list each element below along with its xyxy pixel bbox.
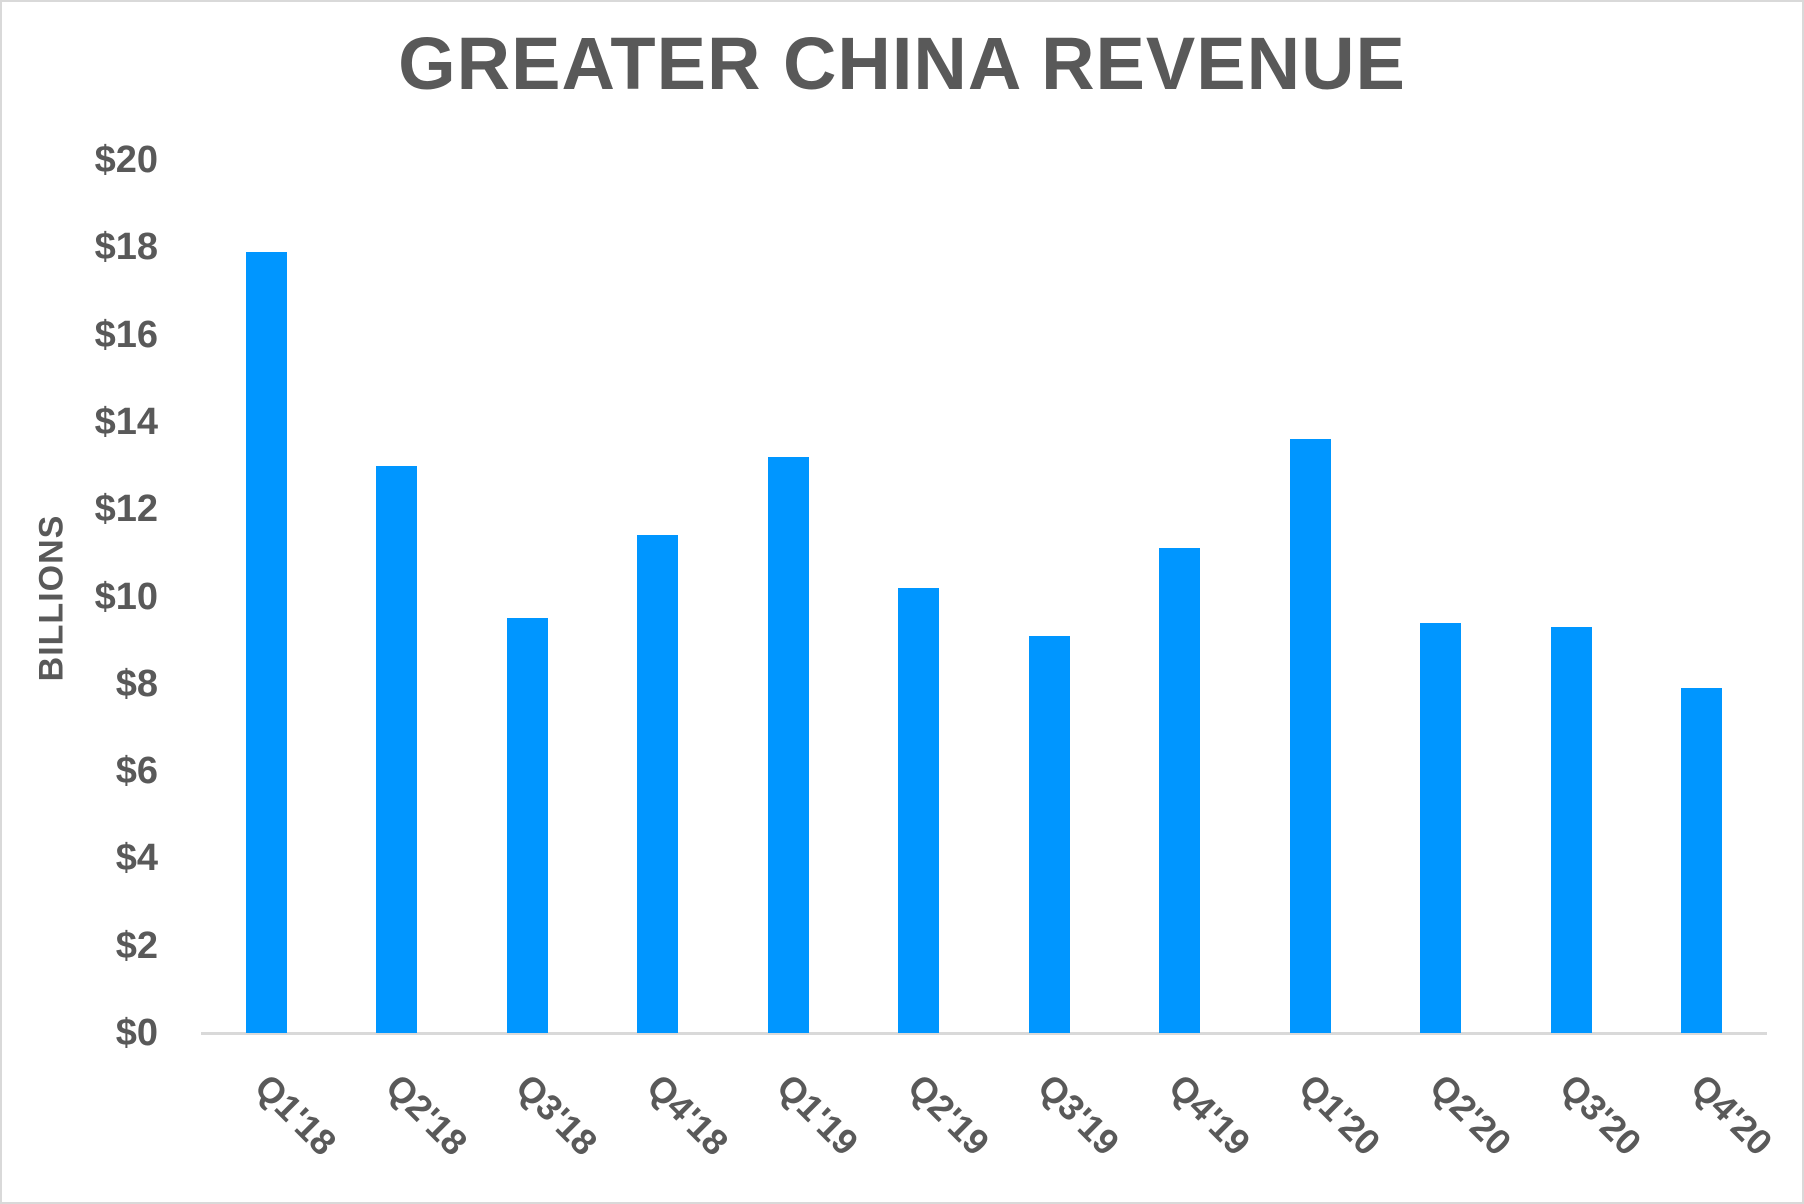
- y-tick-label: $16: [94, 313, 158, 356]
- y-tick-label: $2: [115, 924, 158, 967]
- bar: [245, 251, 287, 1033]
- y-tick-label: $14: [94, 400, 158, 443]
- y-tick-label: $10: [94, 575, 158, 618]
- bar: [1028, 635, 1070, 1033]
- bar: [1159, 548, 1201, 1033]
- y-axis-label: BILLIONS: [32, 514, 71, 682]
- y-tick-label: $0: [115, 1012, 158, 1054]
- y-tick-label: $4: [115, 837, 158, 880]
- y-tick-label: $8: [115, 662, 158, 705]
- bar: [767, 456, 809, 1033]
- y-tick-label: $20: [94, 139, 158, 181]
- bar: [637, 535, 679, 1033]
- bar: [1289, 439, 1331, 1033]
- y-tick-label: $12: [94, 488, 158, 531]
- chart-title: GREATER CHINA REVENUE: [398, 22, 1406, 105]
- y-tick-label: $18: [94, 226, 158, 269]
- bar: [506, 618, 548, 1033]
- bar: [376, 465, 418, 1033]
- bar: [1550, 627, 1592, 1033]
- bar: [1681, 688, 1723, 1033]
- bar: [898, 587, 940, 1033]
- y-tick-label: $6: [115, 750, 158, 793]
- bar: [1420, 622, 1462, 1033]
- x-axis-line: [201, 1032, 1767, 1035]
